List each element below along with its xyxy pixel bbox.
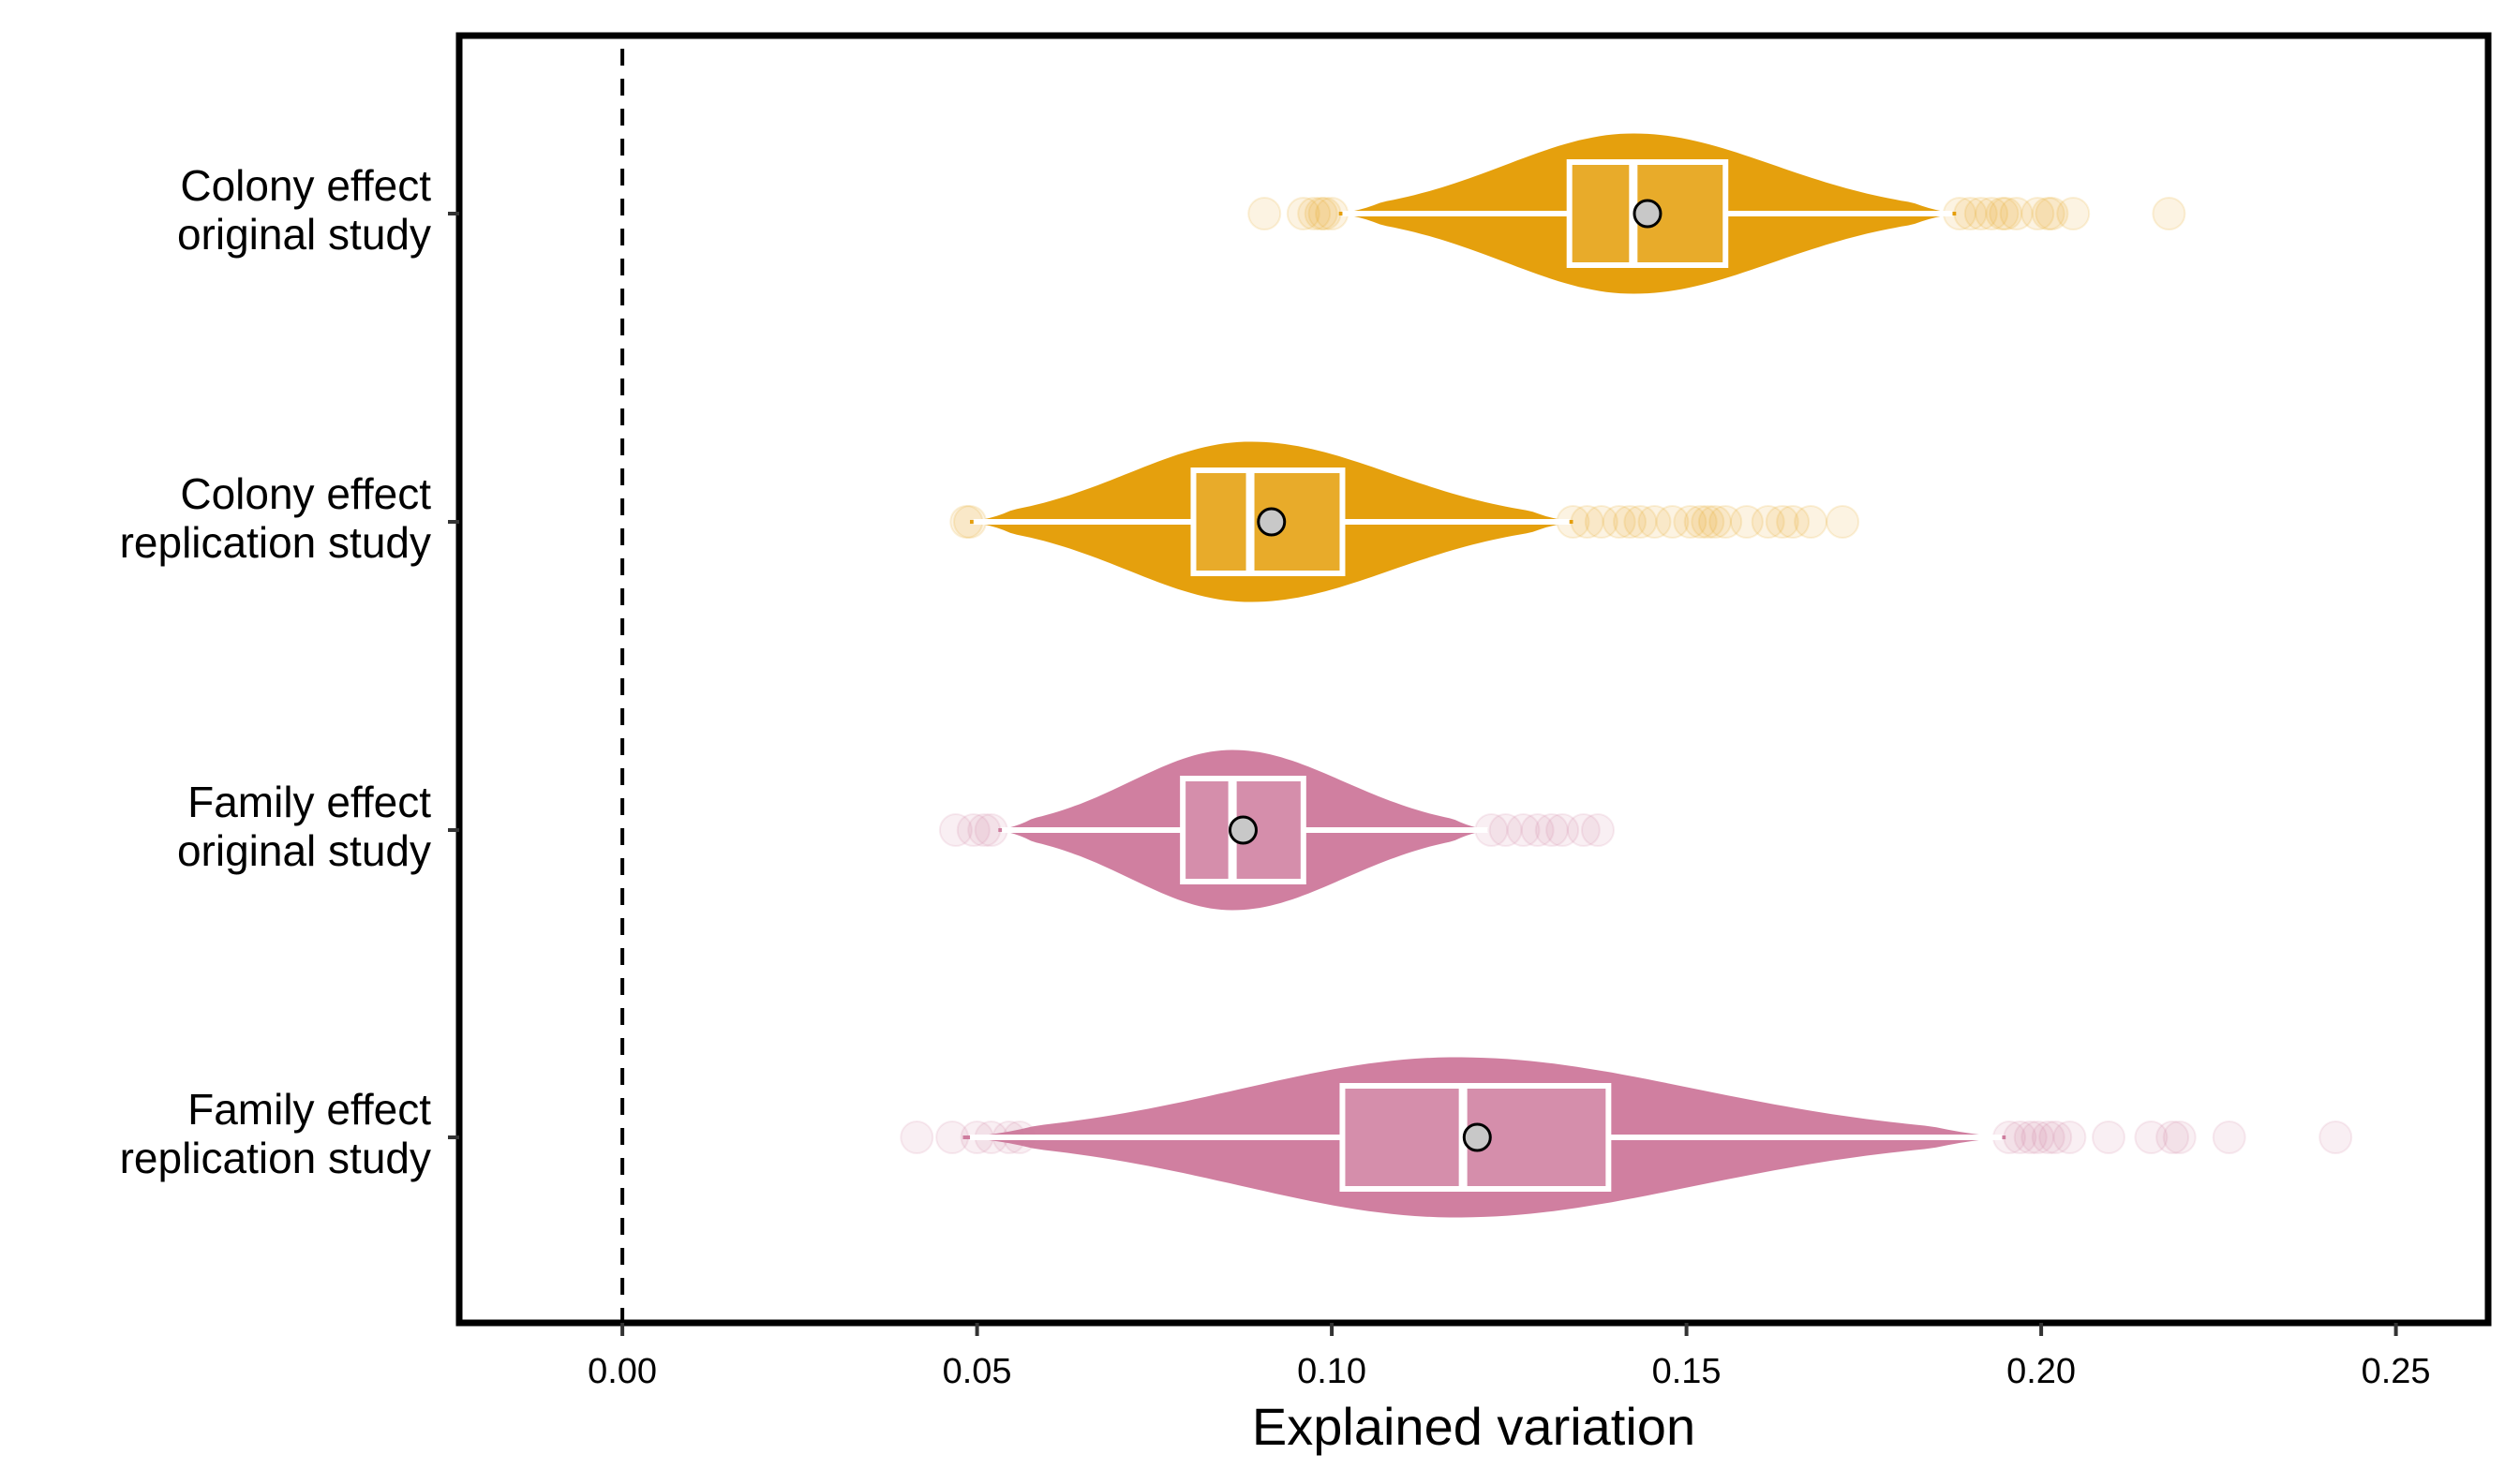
category-label-line: original study	[177, 210, 431, 259]
outlier-point	[935, 1120, 970, 1154]
category-label-line: Family effect	[187, 778, 431, 826]
boxes-layer	[970, 159, 2003, 1192]
outlier-point	[1989, 197, 2023, 230]
outlier-point	[1307, 197, 1342, 230]
outlier-point	[1297, 197, 1332, 230]
outlier-point	[956, 813, 991, 847]
outlier-point	[2092, 1120, 2125, 1154]
outlier-point	[1765, 505, 1799, 539]
outlier-point	[2020, 1120, 2055, 1154]
outlier-point	[2134, 1120, 2169, 1154]
x-tick-label: 0.10	[1297, 1352, 1366, 1391]
outlier-point	[1751, 505, 1785, 539]
outlier-point	[1826, 505, 1860, 539]
x-axis-title: Explained variation	[1252, 1397, 1695, 1456]
mean-point-2	[1228, 815, 1258, 845]
mean-point-0	[1633, 199, 1663, 229]
means-layer	[1228, 199, 1663, 1152]
category-label-line: Colony effect	[180, 469, 431, 518]
box-0	[1566, 159, 1729, 268]
outlier-point	[1953, 197, 1988, 230]
outlier-point	[1534, 813, 1569, 847]
outlier-point	[2038, 1120, 2073, 1154]
violins-layer	[962, 133, 2006, 1218]
plot-panel-border	[455, 32, 2492, 1327]
outliers-layer	[900, 197, 2353, 1154]
outlier-point	[1506, 813, 1541, 847]
outlier-point	[1602, 505, 1636, 539]
outlier-point	[1691, 505, 1725, 539]
outlier-point	[2020, 197, 2055, 230]
outlier-point	[2212, 1120, 2246, 1154]
outlier-point	[1286, 197, 1320, 230]
category-label-2: Family effect original study	[177, 778, 431, 875]
outlier-point	[1584, 505, 1618, 539]
outlier-point	[1975, 197, 2009, 230]
outlier-point	[1613, 505, 1647, 539]
category-label-line: replication study	[120, 1134, 431, 1182]
outlier-point	[1999, 197, 2034, 230]
outlier-point	[1488, 813, 1523, 847]
outlier-point	[2152, 197, 2186, 230]
outlier-point	[2162, 1120, 2197, 1154]
x-tick-label: 0.00	[588, 1352, 657, 1391]
category-label-line: Family effect	[187, 1085, 431, 1134]
box-2	[1180, 776, 1306, 884]
mean-point-1	[1257, 507, 1287, 537]
category-label-line: replication study	[120, 518, 431, 567]
category-label-line: original study	[177, 826, 431, 875]
outlier-point	[1623, 505, 1658, 539]
category-label-0: Colony effect original study	[177, 161, 431, 259]
outlier-point	[1708, 505, 1743, 539]
outlier-point	[1729, 505, 1764, 539]
outlier-point	[1304, 197, 1338, 230]
outlier-point	[1683, 505, 1718, 539]
outlier-point	[2003, 1120, 2037, 1154]
outlier-point	[2031, 1120, 2065, 1154]
outlier-point	[1655, 505, 1690, 539]
outlier-point	[2013, 1120, 2048, 1154]
outlier-point	[1963, 197, 1998, 230]
outlier-point	[1776, 505, 1811, 539]
outlier-point	[1673, 505, 1707, 539]
outlier-point	[1794, 505, 1828, 539]
x-axis: 0.00 0.05 0.10 0.15 0.20 0.25	[588, 1323, 2431, 1391]
outlier-point	[2056, 197, 2091, 230]
outlier-point	[1637, 505, 1672, 539]
x-tick-label: 0.15	[1652, 1352, 1722, 1391]
outlier-point	[2155, 1120, 2190, 1154]
outlier-point	[938, 813, 973, 847]
outlier-point	[1566, 813, 1601, 847]
category-label-3: Family effect replication study	[120, 1085, 432, 1182]
outlier-point	[2319, 1120, 2353, 1154]
outlier-point	[1520, 813, 1555, 847]
category-label-line: Colony effect	[180, 161, 431, 210]
outlier-point	[1985, 197, 2020, 230]
x-tick-label: 0.20	[2006, 1352, 2076, 1391]
outlier-point	[1570, 505, 1604, 539]
outlier-point	[2035, 197, 2069, 230]
x-tick-label: 0.05	[943, 1352, 1012, 1391]
mean-point-3	[1462, 1122, 1492, 1152]
outlier-point	[1697, 505, 1732, 539]
outlier-point	[2052, 1120, 2087, 1154]
outlier-point	[2031, 197, 2065, 230]
outlier-point	[967, 813, 1002, 847]
outlier-point	[1247, 197, 1282, 230]
outlier-point	[900, 1120, 934, 1154]
x-tick-label: 0.25	[2362, 1352, 2431, 1391]
category-label-1: Colony effect replication study	[120, 469, 432, 567]
outlier-point	[1545, 813, 1580, 847]
outlier-point	[1581, 813, 1615, 847]
